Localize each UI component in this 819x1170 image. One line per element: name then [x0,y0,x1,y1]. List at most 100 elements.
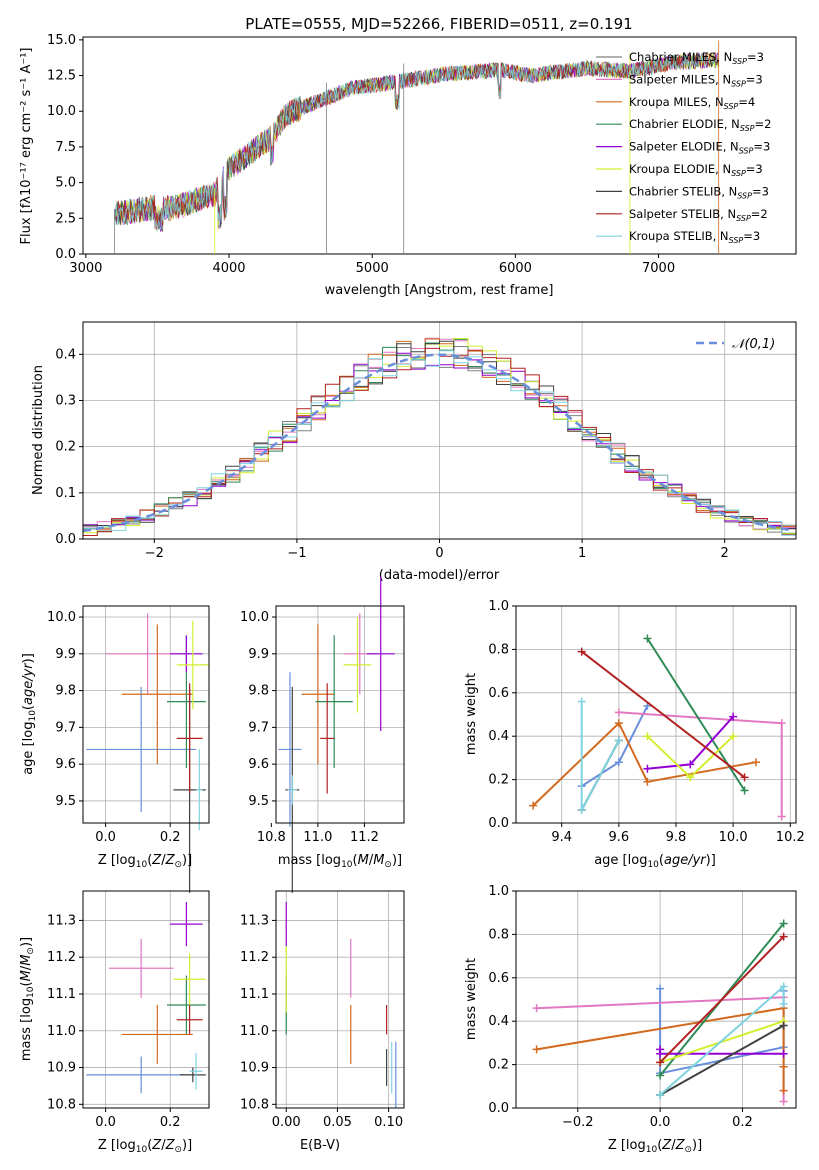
spectrum-ytick-label: 10.0 [47,104,76,119]
z-vs-mass-panel: 0.0 0.2 10.8 10.9 11.0 11.1 11.2 11.3 [47,890,210,1130]
histogram-xtick-label: −1 [287,546,306,561]
p5-ylabel: mass weight [464,673,479,755]
spectrum-ytick-label: 7.5 [55,140,76,155]
age-weight-series-line [618,711,783,817]
spectrum-ylabel: Flux [fλ10⁻¹⁷ erg cm⁻² s⁻¹ A⁻¹] [19,48,34,245]
z-weight-ytick-label: 0.2 [488,1058,509,1073]
spectrum-xtick-label: 5000 [356,261,389,276]
age-weight-ytick-label: 0.2 [488,773,509,788]
z-mass-xtick-label: 0.2 [160,1115,181,1130]
age-weight-marker [752,758,760,767]
age-weight-marker [614,736,623,745]
age-weight-series-line [580,701,620,811]
age-weight-marker [643,634,652,643]
legend-label-3: Chabrier ELODIE, NSSP=2 [629,117,771,133]
z-mass-ytick-label: 11.3 [47,913,76,928]
z-weight-series-line [659,935,785,1064]
z-weight-xtick-label: 0.0 [650,1115,671,1130]
legend-label-6: Chabrier STELIB, NSSP=3 [629,184,769,200]
spectrum-ytick-label: 0.0 [55,247,76,262]
z-age-xtick-label: 0.2 [160,830,181,845]
legend-label-5: Kroupa ELODIE, NSSP=3 [629,162,763,178]
spectrum-ytick-label: 12.5 [47,69,76,84]
legend-label-1: Salpeter MILES, NSSP=3 [629,72,763,88]
spectrum-lines [114,40,720,254]
ebv-mass-xtick-label: 0.00 [272,1115,301,1130]
z-weight-marker [656,984,665,993]
normal-curve [82,353,794,533]
mass-age-ytick-label: 9.8 [248,684,269,699]
p4-xlabel: mass [log10(M/M⊙)] [278,853,402,870]
age-weight-series-line [581,705,649,787]
ebv-mass-ytick-label: 11.2 [240,950,269,965]
age-weight-marker [777,719,786,728]
z-age-ytick-label: 9.8 [55,684,76,699]
mass-age-ytick-label: 10.0 [240,610,269,625]
histogram-ytick-label: 0.0 [55,532,76,547]
z-weight-frame [515,890,797,1109]
histogram-xtick-label: 1 [578,546,586,561]
spectrum-xtick-label: 4000 [212,261,245,276]
age-weight-series-line [581,650,746,779]
z-weight-marker [532,1004,541,1013]
age-weight-xtick-label: 10.0 [719,830,748,845]
age-weight-xtick-label: 9.4 [551,830,572,845]
age-weight-marker [529,801,538,810]
spectrum-legend: Chabrier MILES, NSSP=3 Salpeter MILES, NS… [596,50,771,245]
spectrum-ytick-label: 5.0 [55,176,76,191]
ebv-mass-ytick-label: 10.9 [240,1061,269,1076]
mass-vs-age-panel: 10.8 11.0 11.2 9.5 9.6 9.7 9.8 9.9 10.0 [240,576,405,893]
legend-label-2: Kroupa MILES, NSSP=4 [629,95,755,111]
spectrum-axes: 3000 4000 5000 6000 7000 0.0 2.5 5.0 7.5 10.0 12.5… [47,33,675,276]
age-weight-marker [643,732,652,741]
z-mass-ytick-label: 10.9 [47,1061,76,1076]
mass-age-ytick-label: 9.6 [248,757,269,772]
histogram-ytick-label: 0.3 [55,393,76,408]
histogram-axes: −2 −1 0 1 2 0.0 0.1 0.2 0.3 0.4 [55,347,729,561]
p3-xlabel: Z [log10(Z/Z⊙)] [98,853,192,870]
histogram-ytick-label: 0.2 [55,440,76,455]
ebv-mass-ytick-label: 11.1 [240,987,269,1002]
z-mass-xtick-label: 0.0 [95,1115,116,1130]
age-weight-marker [643,764,652,773]
age-weight-ytick-label: 0.8 [488,642,509,657]
z-weight-marker [656,1058,665,1067]
age-weight-xtick-label: 10.2 [776,830,805,845]
z-weight-marker [656,1090,665,1099]
legend-label-7: Salpeter STELIB, NSSP=2 [629,207,768,223]
z-weight-marker [532,1045,541,1054]
z-weight-series-line [659,1024,785,1096]
age-weight-marker [686,773,695,782]
z-weight-ytick-label: 0.8 [488,927,509,942]
p8-xlabel: Z [log10(Z/Z⊙)] [608,1138,702,1155]
age-weight-xtick-label: 9.8 [666,830,687,845]
age-weight-ytick-label: 0.4 [488,729,509,744]
z-weight-marker [779,982,788,991]
age-weight-marker [577,805,586,814]
histogram-ytick-label: 0.1 [55,486,76,501]
age-weight-frame [515,605,797,824]
z-weight-marker [779,919,788,928]
z-weight-marker [656,1071,665,1080]
spectrum-panel: PLATE=0555, MJD=52266, FIBERID=0511, z=0… [19,15,797,298]
z-weight-ytick-label: 0.0 [488,1101,509,1116]
p6-ylabel: mass [log10(M/M⊙)] [19,937,36,1061]
z-mass-ytick-label: 10.8 [47,1097,76,1112]
mass-age-xtick-label: 10.8 [257,830,286,845]
histogram-xtick-label: 0 [435,546,443,561]
age-weight-marker [686,760,695,769]
age-weight-ytick-label: 0.0 [488,816,509,831]
age-weight-series-line [646,735,734,779]
z-age-ytick-label: 9.5 [55,794,76,809]
z-weight-marker [779,1086,788,1095]
z-age-frame [82,605,210,824]
age-weight-marker [777,812,786,821]
z-mass-frame [82,890,210,1109]
age-weight-marker [740,773,749,782]
ebv-mass-xtick-label: 0.10 [374,1115,403,1130]
histogram-ytick-label: 0.4 [55,347,76,362]
z-mass-ytick-label: 11.2 [47,950,76,965]
age-weight-marker [740,786,749,795]
p5-xlabel: age [log10(age/yr)] [594,853,716,870]
